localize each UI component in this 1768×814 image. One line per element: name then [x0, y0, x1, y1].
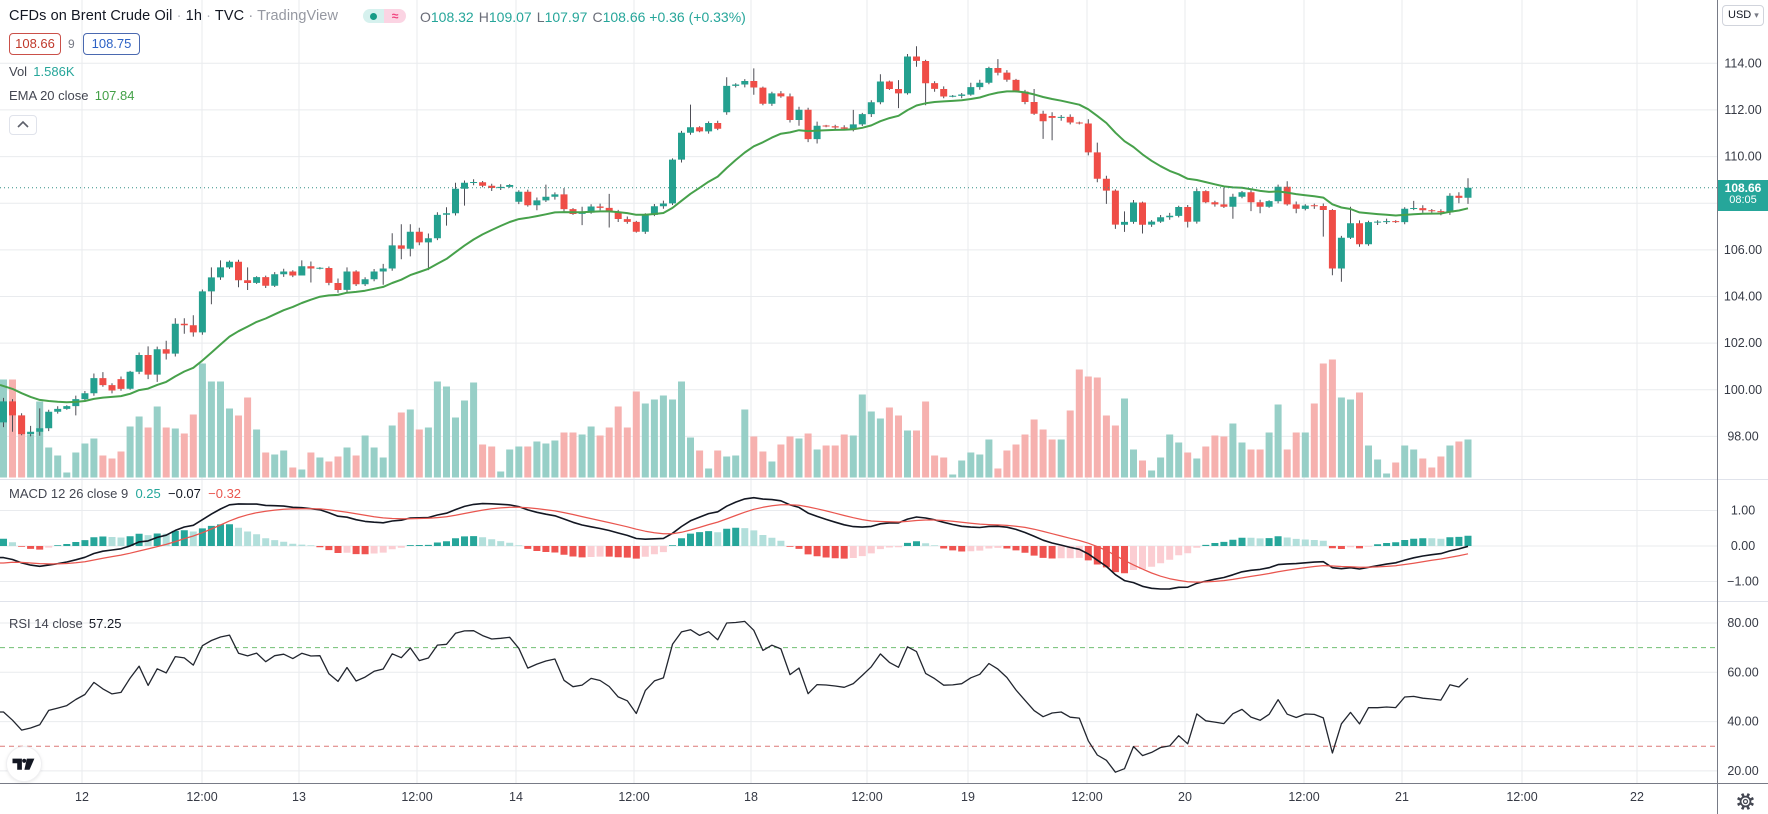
svg-text:20.00: 20.00 — [1727, 764, 1758, 778]
svg-text:14: 14 — [509, 790, 523, 804]
svg-text:1.00: 1.00 — [1731, 504, 1755, 518]
svg-text:80.00: 80.00 — [1727, 616, 1758, 630]
svg-text:114.00: 114.00 — [1724, 56, 1761, 70]
svg-text:100.00: 100.00 — [1724, 383, 1762, 397]
svg-text:106.00: 106.00 — [1724, 243, 1762, 257]
svg-text:13: 13 — [292, 790, 306, 804]
svg-text:98.00: 98.00 — [1727, 429, 1758, 443]
svg-text:60.00: 60.00 — [1727, 665, 1758, 679]
svg-text:12:00: 12:00 — [186, 790, 217, 804]
svg-text:110.00: 110.00 — [1724, 150, 1761, 164]
svg-text:12:00: 12:00 — [851, 790, 882, 804]
svg-text:40.00: 40.00 — [1727, 715, 1758, 729]
svg-text:12: 12 — [75, 790, 89, 804]
svg-text:12:00: 12:00 — [1288, 790, 1319, 804]
svg-text:0.00: 0.00 — [1731, 539, 1755, 553]
svg-text:12:00: 12:00 — [401, 790, 432, 804]
svg-text:104.00: 104.00 — [1724, 290, 1762, 304]
svg-text:22: 22 — [1630, 790, 1644, 804]
svg-text:12:00: 12:00 — [618, 790, 649, 804]
svg-text:12:00: 12:00 — [1506, 790, 1537, 804]
svg-text:102.00: 102.00 — [1724, 336, 1762, 350]
svg-text:112.00: 112.00 — [1724, 103, 1761, 117]
svg-text:20: 20 — [1178, 790, 1192, 804]
svg-text:21: 21 — [1395, 790, 1409, 804]
svg-text:18: 18 — [744, 790, 758, 804]
svg-text:−1.00: −1.00 — [1727, 575, 1759, 589]
svg-text:12:00: 12:00 — [1071, 790, 1102, 804]
svg-text:19: 19 — [961, 790, 975, 804]
